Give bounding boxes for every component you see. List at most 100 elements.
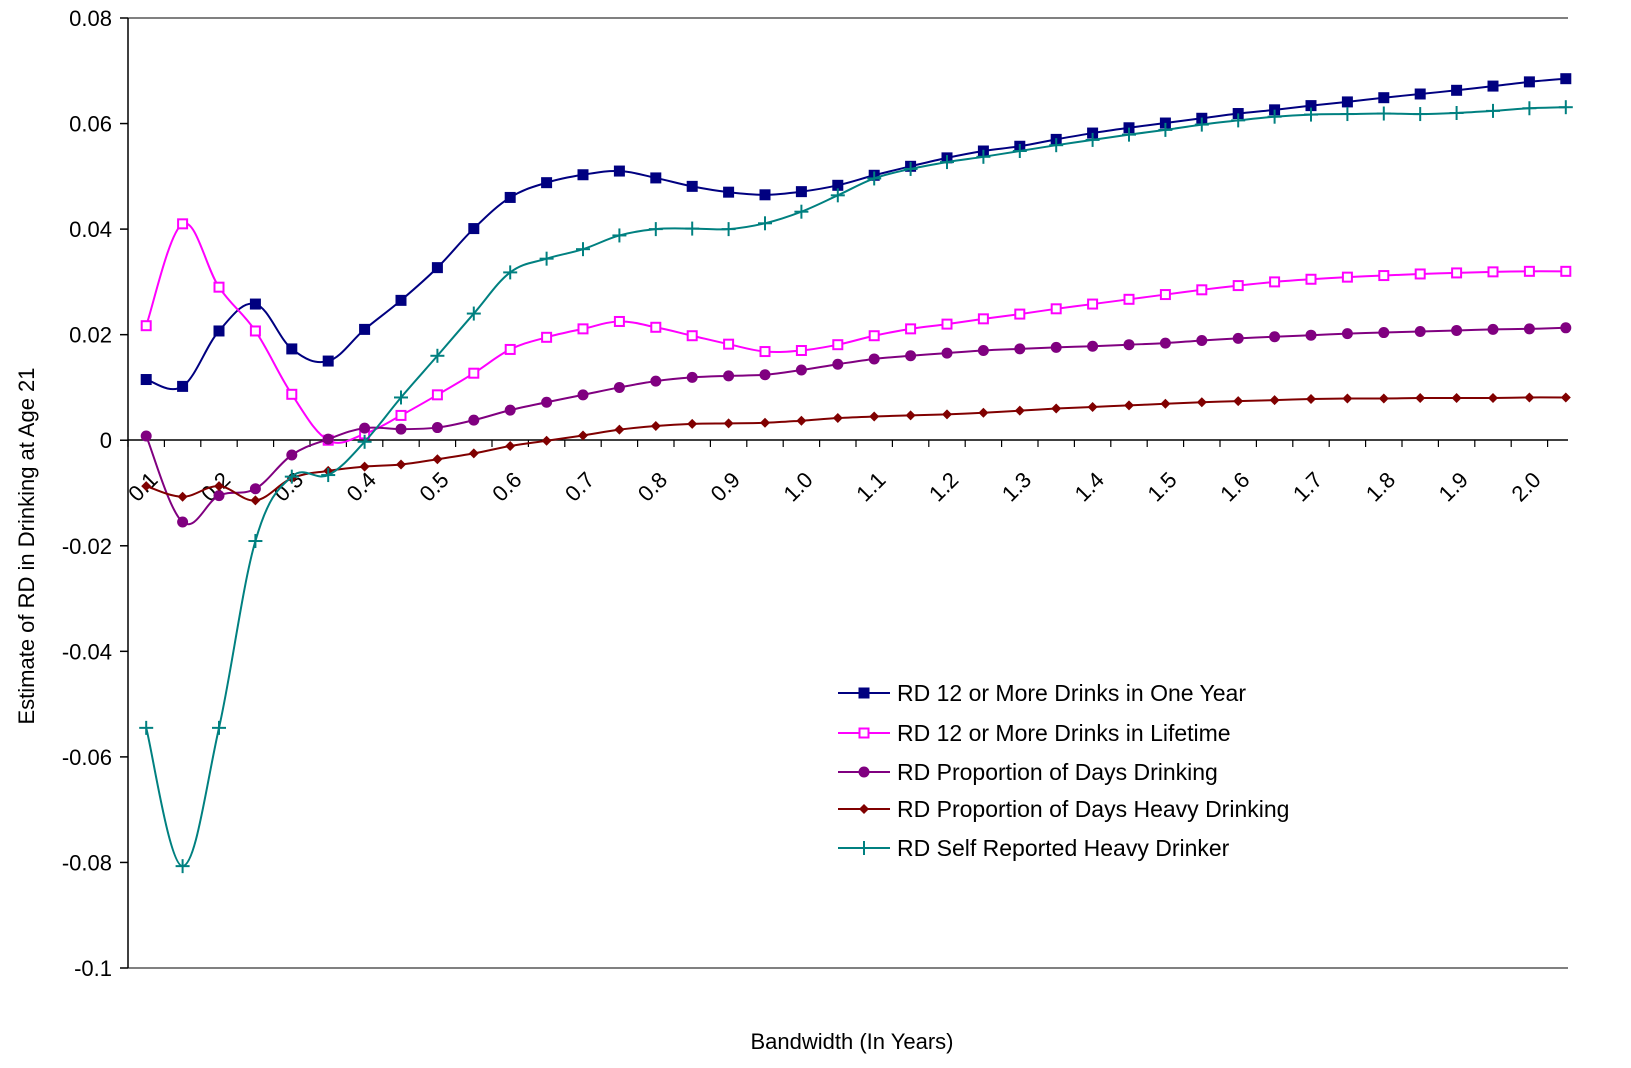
legend-label: RD 12 or More Drinks in One Year bbox=[897, 680, 1246, 706]
legend-item: RD Proportion of Days Heavy Drinking bbox=[838, 796, 1289, 822]
legend-label: RD 12 or More Drinks in Lifetime bbox=[897, 720, 1231, 746]
data-point bbox=[1451, 393, 1462, 403]
x-tick-label: 1.3 bbox=[997, 467, 1036, 506]
data-point bbox=[1415, 393, 1426, 403]
data-point bbox=[795, 345, 807, 356]
data-point bbox=[832, 358, 844, 370]
data-point bbox=[1414, 88, 1426, 100]
data-point bbox=[1087, 340, 1099, 352]
data-point bbox=[286, 343, 298, 355]
data-point bbox=[1158, 122, 1173, 137]
x-tick-label: 0.9 bbox=[706, 467, 745, 506]
data-point bbox=[1232, 280, 1244, 292]
data-point bbox=[1014, 343, 1026, 355]
data-point bbox=[941, 347, 953, 359]
data-point bbox=[832, 339, 844, 351]
data-point bbox=[250, 495, 261, 506]
data-point bbox=[1487, 323, 1499, 335]
data-point bbox=[1159, 289, 1171, 301]
data-point bbox=[1196, 397, 1207, 408]
data-point bbox=[1376, 106, 1391, 121]
data-point bbox=[1560, 392, 1571, 403]
axes: 0.08 0.06 0.04 0.02 0 -0.02 -0.04 -0.06 -0.08 -0.… bbox=[62, 6, 1568, 981]
series-4 bbox=[141, 392, 1571, 506]
x-tick-label: 0.4 bbox=[342, 467, 381, 506]
data-point bbox=[723, 370, 735, 382]
data-point bbox=[648, 222, 663, 237]
data-point bbox=[359, 422, 371, 434]
data-point bbox=[1488, 393, 1498, 403]
data-point bbox=[613, 315, 625, 327]
data-point bbox=[1523, 76, 1535, 88]
data-point bbox=[612, 228, 627, 243]
y-tick-label: -0.06 bbox=[62, 745, 112, 770]
x-tick-label: 1.6 bbox=[1215, 467, 1254, 506]
data-point bbox=[213, 490, 225, 502]
data-point bbox=[1486, 103, 1500, 118]
data-point bbox=[577, 323, 589, 335]
data-point bbox=[1014, 405, 1025, 416]
data-point bbox=[284, 469, 299, 484]
data-point bbox=[1123, 293, 1135, 305]
x-tick-label: 1.7 bbox=[1288, 467, 1327, 506]
y-axis-title: Estimate of RD in Drinking at Age 21 bbox=[14, 367, 39, 724]
data-point bbox=[1451, 324, 1463, 336]
data-point bbox=[1340, 107, 1355, 122]
data-point bbox=[468, 367, 480, 379]
data-point bbox=[1196, 334, 1208, 346]
data-point bbox=[1378, 393, 1389, 404]
data-point bbox=[723, 186, 735, 198]
data-point bbox=[504, 191, 516, 203]
y-tick-label: 0 bbox=[100, 428, 112, 453]
data-point bbox=[431, 422, 443, 434]
legend-label: RD Proportion of Days Drinking bbox=[897, 759, 1218, 785]
data-point bbox=[942, 409, 952, 420]
data-point bbox=[140, 430, 152, 442]
data-point bbox=[286, 388, 298, 400]
data-point bbox=[614, 424, 625, 435]
data-point bbox=[541, 331, 553, 343]
data-point bbox=[359, 323, 371, 335]
data-point bbox=[175, 859, 190, 874]
data-point bbox=[1378, 270, 1390, 282]
data-point bbox=[140, 374, 152, 386]
data-point bbox=[1085, 132, 1100, 147]
data-point bbox=[1231, 113, 1246, 128]
data-point bbox=[1014, 308, 1026, 320]
data-point bbox=[1560, 265, 1572, 277]
x-tick-label: 0.8 bbox=[633, 467, 672, 506]
data-point bbox=[832, 413, 843, 424]
data-point bbox=[468, 223, 480, 235]
data-point bbox=[1269, 331, 1281, 343]
data-point bbox=[1196, 284, 1208, 296]
legend-marker bbox=[857, 841, 871, 855]
legend-marker bbox=[858, 687, 870, 699]
data-point bbox=[539, 251, 554, 266]
data-point bbox=[1560, 322, 1572, 334]
data-point bbox=[212, 720, 226, 735]
y-tick-label: -0.08 bbox=[62, 850, 112, 875]
data-point bbox=[794, 204, 809, 219]
data-point bbox=[576, 242, 590, 257]
data-point bbox=[394, 390, 408, 405]
data-point bbox=[214, 481, 224, 492]
data-point bbox=[1523, 265, 1535, 277]
legend: RD 12 or More Drinks in One Year RD 12 or… bbox=[838, 680, 1289, 861]
series-line bbox=[145, 77, 1566, 391]
data-point bbox=[578, 430, 588, 441]
y-tick-label: 0.04 bbox=[69, 217, 112, 242]
data-point bbox=[1269, 395, 1280, 406]
data-point bbox=[903, 161, 918, 176]
data-point bbox=[977, 313, 989, 325]
x-tick-label: 0.7 bbox=[560, 467, 599, 506]
data-point bbox=[1194, 117, 1209, 132]
data-point bbox=[577, 169, 589, 181]
data-point bbox=[1341, 328, 1353, 340]
data-point bbox=[795, 186, 807, 198]
x-tick-label: 1.4 bbox=[1070, 467, 1109, 506]
series-1 bbox=[140, 73, 1572, 392]
data-point bbox=[905, 410, 916, 421]
data-point bbox=[1558, 100, 1573, 115]
data-point bbox=[177, 380, 189, 392]
